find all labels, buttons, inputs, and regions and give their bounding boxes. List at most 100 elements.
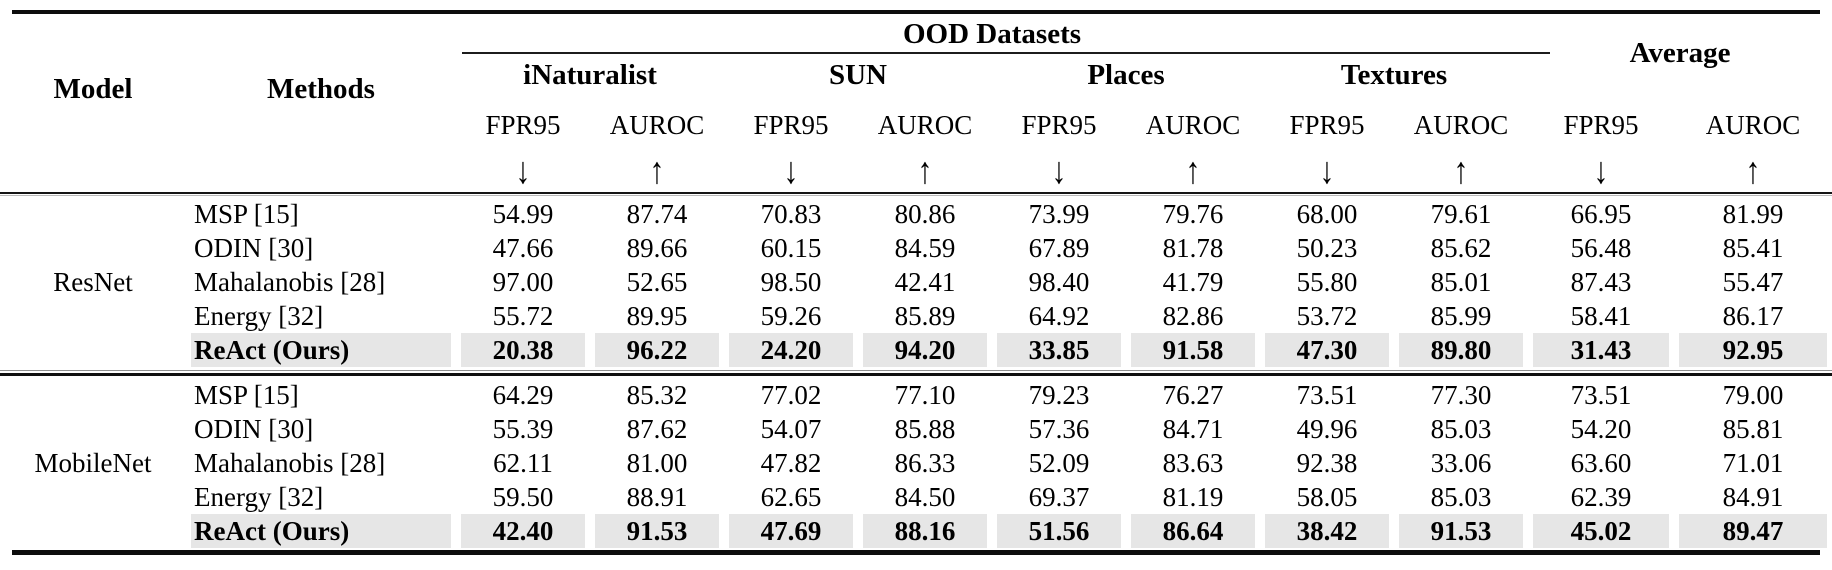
value-cell: 60.15 bbox=[760, 233, 822, 263]
method-cell: ReAct (Ours) bbox=[186, 514, 456, 548]
table-header: Model Methods OOD Datasets Average iNatu… bbox=[0, 14, 1832, 190]
value-cell: 88.91 bbox=[626, 482, 688, 512]
value-cell: 58.41 bbox=[1570, 301, 1632, 331]
value-cell: 45.02 bbox=[1528, 514, 1675, 548]
value-cell: 94.20 bbox=[858, 333, 992, 367]
value-cell: 55.47 bbox=[1722, 267, 1784, 297]
value-cell: 55.72 bbox=[492, 301, 554, 331]
metric-header-auroc: AUROC ↑ bbox=[1394, 96, 1528, 190]
value-cell: 87.74 bbox=[626, 199, 688, 229]
value-cell: 85.62 bbox=[1430, 233, 1492, 263]
model-name: ResNet bbox=[53, 267, 133, 297]
value-cell: 50.23 bbox=[1296, 233, 1358, 263]
value-cell: 85.89 bbox=[894, 301, 956, 331]
value-cell: 85.99 bbox=[1430, 301, 1492, 331]
value-cell: 59.26 bbox=[760, 301, 822, 331]
value-cell: 88.16 bbox=[858, 514, 992, 548]
col-header-inaturalist: iNaturalist bbox=[523, 58, 657, 91]
value-cell: 71.01 bbox=[1722, 448, 1784, 478]
value-cell: 87.62 bbox=[626, 414, 688, 444]
value-cell: 85.88 bbox=[894, 414, 956, 444]
metric-label: FPR95 bbox=[1021, 110, 1097, 140]
method-cell: ReAct (Ours) bbox=[186, 333, 456, 367]
value-cell: 98.50 bbox=[760, 267, 822, 297]
value-cell: 31.43 bbox=[1528, 333, 1675, 367]
table-row: Energy [32] 59.50 88.91 62.65 84.50 69.37 81.1… bbox=[0, 480, 1832, 514]
up-arrow-icon: ↑ bbox=[649, 150, 665, 192]
up-arrow-icon: ↑ bbox=[1453, 150, 1469, 192]
down-arrow-icon: ↓ bbox=[1051, 150, 1067, 192]
value-cell: 86.33 bbox=[894, 448, 956, 478]
value-cell: 79.61 bbox=[1430, 199, 1492, 229]
value-cell: 91.53 bbox=[1394, 514, 1529, 548]
col-header-places: Places bbox=[1087, 58, 1165, 91]
value-cell: 84.59 bbox=[894, 233, 956, 263]
method-cell: MSP [15] bbox=[194, 199, 299, 229]
value-cell: 24.20 bbox=[724, 333, 858, 367]
value-cell: 84.50 bbox=[894, 482, 956, 512]
table-row: MobileNet MSP [15] 64.29 85.32 77.02 77.10 79.… bbox=[0, 378, 1832, 478]
table-row: Energy [32] 55.72 89.95 59.26 85.89 64.92 82.8… bbox=[0, 299, 1832, 333]
value-cell: 52.65 bbox=[626, 267, 688, 297]
value-cell: 79.23 bbox=[1028, 380, 1090, 410]
table-row: Mahalanobis [28] 62.11 81.00 47.82 86.33 52.0… bbox=[0, 446, 1832, 480]
value-cell: 82.86 bbox=[1162, 301, 1224, 331]
table-row: ODIN [30] 47.66 89.66 60.15 84.59 67.89 81.78 5… bbox=[0, 231, 1832, 265]
value-cell: 89.80 bbox=[1394, 333, 1529, 367]
value-cell: 98.40 bbox=[1028, 267, 1090, 297]
value-cell: 62.65 bbox=[760, 482, 822, 512]
value-cell: 91.58 bbox=[1126, 333, 1260, 367]
value-cell: 47.30 bbox=[1260, 333, 1394, 367]
metric-header-fpr95: FPR95 ↓ bbox=[992, 96, 1126, 190]
value-cell: 66.95 bbox=[1570, 199, 1632, 229]
value-cell: 33.06 bbox=[1430, 448, 1492, 478]
results-table: Model Methods OOD Datasets Average iNatu… bbox=[0, 14, 1832, 548]
value-cell: 47.69 bbox=[724, 514, 858, 548]
value-cell: 85.01 bbox=[1430, 267, 1492, 297]
table-row: ReAct (Ours) 42.40 91.53 47.69 88.16 51.56 86.… bbox=[0, 514, 1832, 548]
down-arrow-icon: ↓ bbox=[1593, 150, 1609, 192]
value-cell: 51.56 bbox=[992, 514, 1126, 548]
value-cell: 68.00 bbox=[1296, 199, 1358, 229]
value-cell: 97.00 bbox=[492, 267, 554, 297]
value-cell: 84.71 bbox=[1162, 414, 1224, 444]
value-cell: 49.96 bbox=[1296, 414, 1358, 444]
col-group-ood-datasets: OOD Datasets bbox=[456, 14, 1551, 54]
value-cell: 81.19 bbox=[1162, 482, 1224, 512]
value-cell: 79.00 bbox=[1722, 380, 1784, 410]
metric-header-auroc: AUROC ↑ bbox=[1674, 96, 1832, 190]
value-cell: 63.60 bbox=[1570, 448, 1632, 478]
value-cell: 33.85 bbox=[992, 333, 1126, 367]
value-cell: 64.29 bbox=[492, 380, 554, 410]
value-cell: 42.40 bbox=[456, 514, 590, 548]
block-separator-rule bbox=[0, 367, 1832, 378]
value-cell: 54.20 bbox=[1570, 414, 1632, 444]
ood-group-label: OOD Datasets bbox=[903, 17, 1082, 50]
value-cell: 73.51 bbox=[1570, 380, 1632, 410]
value-cell: 89.47 bbox=[1674, 514, 1832, 548]
value-cell: 54.99 bbox=[492, 199, 554, 229]
value-cell: 85.81 bbox=[1722, 414, 1784, 444]
method-cell: Energy [32] bbox=[194, 482, 324, 512]
value-cell: 47.82 bbox=[760, 448, 822, 478]
metric-label: AUROC bbox=[609, 110, 705, 140]
value-cell: 57.36 bbox=[1028, 414, 1090, 444]
value-cell: 55.39 bbox=[492, 414, 554, 444]
value-cell: 86.17 bbox=[1722, 301, 1784, 331]
method-cell: ODIN [30] bbox=[194, 414, 314, 444]
model-name: MobileNet bbox=[34, 448, 152, 478]
table-body: ResNet MSP [15] 54.99 87.74 70.83 80.86 73.99 7… bbox=[0, 190, 1832, 548]
value-cell: 59.50 bbox=[492, 482, 554, 512]
ood-group-underline bbox=[462, 52, 1551, 54]
value-cell: 54.07 bbox=[760, 414, 822, 444]
col-group-average: Average bbox=[1629, 36, 1731, 69]
metric-label: FPR95 bbox=[1563, 110, 1639, 140]
col-header-sun: SUN bbox=[828, 58, 887, 91]
value-cell: 47.66 bbox=[492, 233, 554, 263]
metric-header-fpr95: FPR95 ↓ bbox=[456, 96, 590, 190]
value-cell: 69.37 bbox=[1028, 482, 1090, 512]
value-cell: 84.91 bbox=[1722, 482, 1784, 512]
metric-label: AUROC bbox=[1705, 110, 1801, 140]
value-cell: 52.09 bbox=[1028, 448, 1090, 478]
